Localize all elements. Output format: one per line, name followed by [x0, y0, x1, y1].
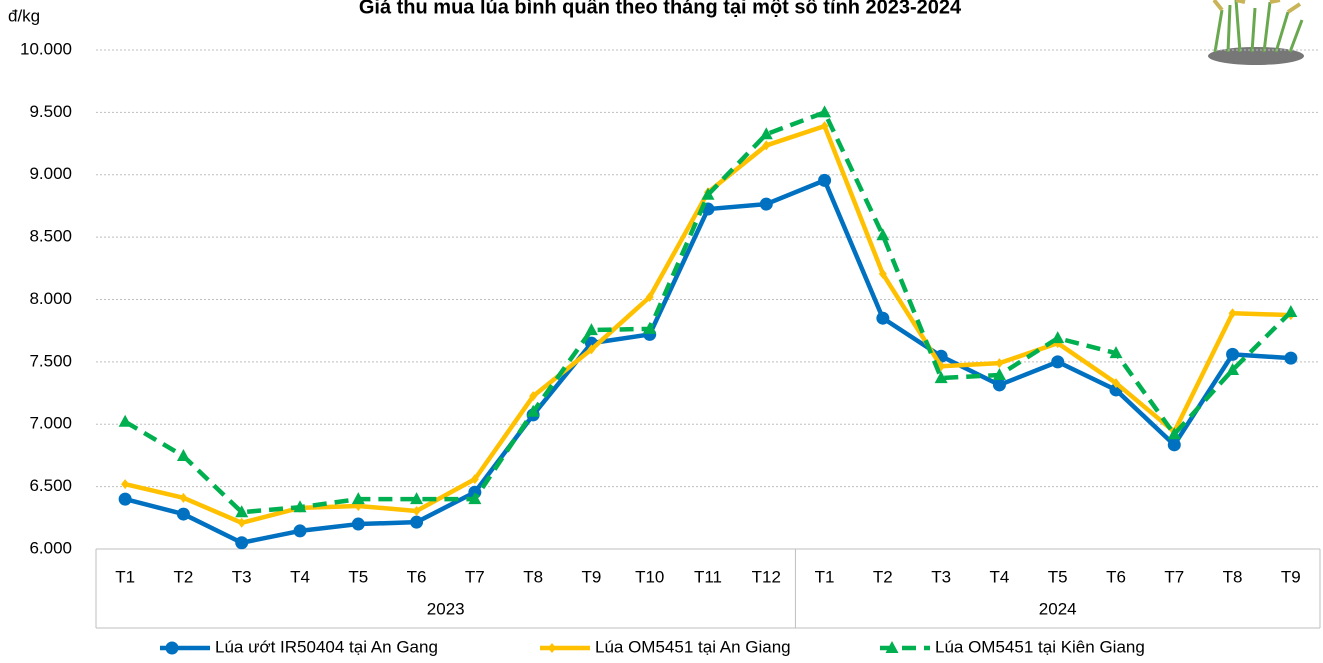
marker	[1051, 331, 1064, 343]
chart-title: Giá thu mua lúa bình quân theo tháng tại…	[359, 0, 962, 18]
marker	[818, 105, 831, 117]
group-label: 2023	[427, 599, 465, 618]
legend-label: Lúa OM5451 tại Kiên Giang	[935, 637, 1145, 656]
x-tick-label: T5	[1048, 567, 1068, 586]
x-tick-label: T8	[1223, 567, 1243, 586]
series-line	[125, 112, 1291, 512]
x-tick-label: T1	[815, 567, 835, 586]
x-tick-label: T6	[407, 567, 427, 586]
legend-marker	[548, 643, 556, 653]
x-tick-label: T2	[174, 567, 194, 586]
y-tick-label: 10.000	[20, 39, 72, 58]
x-tick-label: T9	[582, 567, 602, 586]
y-tick-label: 8.000	[29, 289, 72, 308]
marker	[352, 518, 365, 531]
y-tick-label: 9.000	[29, 164, 72, 183]
marker	[177, 449, 190, 461]
marker	[121, 479, 129, 489]
marker	[818, 174, 831, 187]
marker	[1284, 352, 1297, 365]
marker	[760, 198, 773, 211]
marker	[585, 323, 598, 335]
marker	[876, 312, 889, 325]
y-tick-label: 9.500	[29, 102, 72, 121]
marker	[177, 508, 190, 521]
legend-marker	[166, 642, 179, 655]
marker	[1051, 355, 1064, 368]
x-tick-label: T10	[635, 567, 664, 586]
rice-illustration	[1208, 0, 1304, 65]
marker	[410, 516, 423, 529]
series-line	[125, 126, 1291, 523]
marker	[119, 493, 132, 506]
x-tick-label: T3	[931, 567, 951, 586]
marker	[119, 415, 132, 427]
x-tick-label: T8	[523, 567, 543, 586]
legend-label: Lúa ướt IR50404 tại An Gang	[215, 637, 438, 656]
x-tick-label: T5	[348, 567, 368, 586]
x-tick-label: T7	[1164, 567, 1184, 586]
y-unit: đ/kg	[8, 6, 40, 25]
x-tick-label: T4	[990, 567, 1010, 586]
y-tick-label: 7.000	[29, 414, 72, 433]
x-tick-label: T4	[290, 567, 310, 586]
marker	[294, 524, 307, 537]
marker	[235, 536, 248, 549]
x-tick-label: T3	[232, 567, 252, 586]
x-tick-label: T6	[1106, 567, 1126, 586]
x-tick-label: T2	[873, 567, 893, 586]
x-tick-label: T7	[465, 567, 485, 586]
legend-label: Lúa OM5451 tại An Giang	[595, 637, 791, 656]
marker	[1168, 438, 1181, 451]
group-label: 2024	[1039, 599, 1077, 618]
marker	[995, 358, 1003, 368]
marker	[1226, 348, 1239, 361]
y-tick-label: 8.500	[29, 227, 72, 246]
x-tick-label: T11	[694, 567, 722, 586]
marker	[1284, 305, 1297, 317]
marker	[993, 378, 1006, 391]
y-tick-label: 6.500	[29, 476, 72, 495]
x-tick-label: T1	[115, 567, 135, 586]
y-tick-label: 6.000	[29, 538, 72, 557]
chart: Giá thu mua lúa bình quân theo tháng tại…	[0, 0, 1323, 663]
x-tick-label: T9	[1281, 567, 1301, 586]
y-tick-label: 7.500	[29, 351, 72, 370]
x-tick-label: T12	[752, 567, 781, 586]
